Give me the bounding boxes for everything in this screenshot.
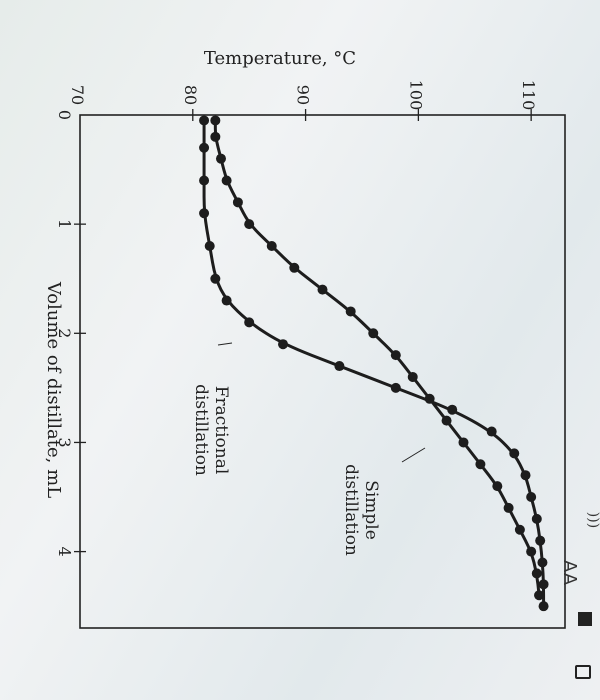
series-point-0	[266, 240, 277, 251]
series-point-0	[210, 131, 221, 142]
series-point-1	[486, 426, 497, 437]
series-point-0	[345, 306, 356, 317]
series-point-0	[534, 590, 545, 601]
annotation-fractional-line1: Fractional	[211, 386, 231, 475]
series-point-1	[278, 339, 289, 350]
series-point-0	[526, 546, 537, 557]
signal-icon: )))	[585, 511, 600, 529]
series-point-0	[514, 524, 525, 535]
y-tick-label: 90	[294, 85, 313, 105]
annotation-fractional: Fractional distillation	[191, 384, 231, 476]
series-point-0	[492, 481, 503, 492]
x-tick-label: 4	[55, 547, 74, 557]
annotation-simple-line2: distillation	[341, 464, 361, 556]
series-point-1	[199, 142, 210, 153]
series-point-0	[368, 328, 379, 339]
series-point-1	[210, 273, 221, 284]
series-point-0	[390, 350, 401, 361]
x-tick-label: 3	[55, 437, 74, 447]
x-tick-label: 2	[55, 328, 74, 338]
y-tick-label: 70	[68, 85, 87, 105]
series-point-0	[531, 568, 542, 579]
series-point-0	[232, 197, 243, 208]
series-point-1	[199, 175, 210, 186]
annotation-simple: Simple distillation	[341, 464, 381, 556]
series-point-0	[475, 459, 486, 470]
series-point-1	[199, 115, 210, 126]
series-point-1	[537, 557, 548, 568]
series-line-1	[202, 120, 546, 607]
annotation-simple-leader	[401, 447, 426, 463]
series-point-0	[503, 502, 514, 513]
series-point-1	[204, 240, 215, 251]
y-tick-label: 80	[181, 85, 200, 105]
series-point-1	[538, 579, 549, 590]
series-point-1	[526, 492, 537, 503]
series-point-1	[244, 317, 255, 328]
series-point-0	[289, 262, 300, 273]
series-point-0	[221, 175, 232, 186]
y-tick-label: 110	[519, 80, 538, 111]
annotation-simple-line1: Simple	[361, 480, 381, 540]
text-size-button[interactable]: AA	[559, 560, 580, 586]
annotation-fractional-line2: distillation	[191, 384, 211, 476]
series-point-1	[199, 208, 210, 219]
series-point-1	[509, 448, 520, 459]
x-tick-label: 1	[55, 219, 74, 229]
series-point-0	[407, 371, 418, 382]
x-axis-title: Volume of distillate, mL	[43, 281, 64, 498]
y-axis-title: Temperature, °C	[204, 48, 356, 69]
y-tick-label: 100	[406, 80, 425, 111]
series-point-0	[215, 153, 226, 164]
annotation-fractional-leader	[217, 342, 233, 346]
series-point-0	[210, 115, 221, 126]
series-point-1	[334, 361, 345, 372]
series-point-1	[535, 535, 546, 546]
series-point-1	[390, 382, 401, 393]
x-tick-label: 0	[55, 110, 74, 120]
series-point-0	[317, 284, 328, 295]
series-point-0	[441, 415, 452, 426]
share-icon[interactable]	[575, 665, 591, 679]
plot-area: 70 80 90 100 110 0 1 2 3 4	[55, 80, 566, 629]
bookmark-icon[interactable]	[578, 612, 592, 626]
plot-frame	[79, 114, 566, 629]
series-point-1	[538, 601, 549, 612]
series-point-0	[458, 437, 469, 448]
series-point-1	[531, 513, 542, 524]
series-point-1	[520, 470, 531, 481]
series-point-0	[244, 219, 255, 230]
series-point-1	[447, 404, 458, 415]
series-point-1	[221, 295, 232, 306]
